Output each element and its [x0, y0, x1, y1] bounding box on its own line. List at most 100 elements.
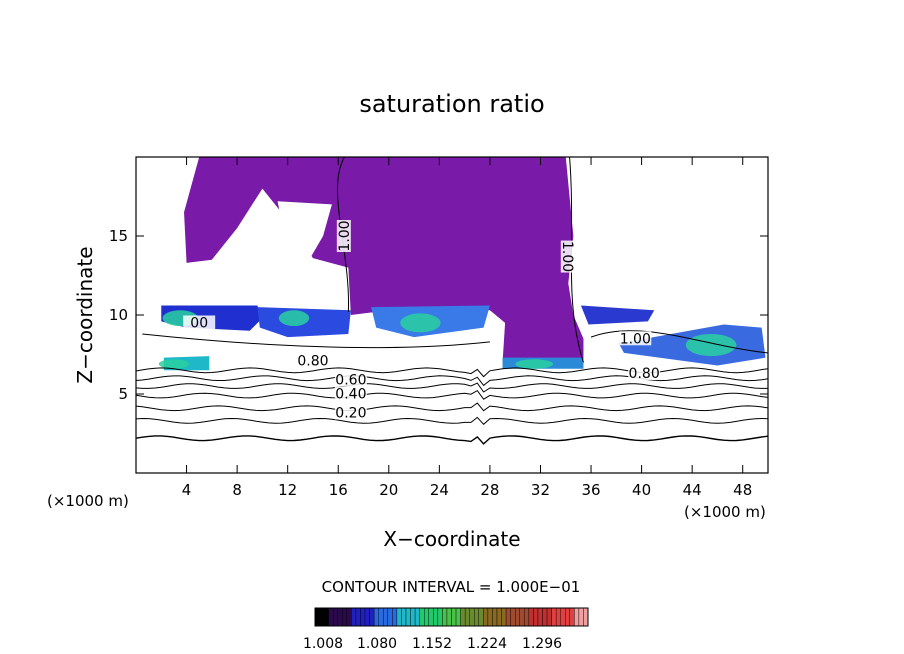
clear-hole — [277, 201, 332, 271]
colorbar — [314, 607, 589, 627]
cloud-highlight — [158, 359, 190, 369]
colorbar-cell — [387, 607, 393, 627]
colorbar-cell — [464, 607, 470, 627]
colorbar-cell — [355, 607, 361, 627]
contour-label: 0.80 — [297, 353, 328, 369]
colorbar-tick-label: 1.296 — [522, 636, 562, 652]
contour-label-bg — [560, 240, 575, 273]
colorbar-cell — [565, 607, 571, 627]
contour-line — [135, 416, 769, 425]
contour-label: 0.80 — [629, 366, 660, 382]
x-tick-label: 44 — [683, 481, 702, 499]
colorbar-cell — [474, 607, 480, 627]
x-tick-label: 32 — [531, 481, 550, 499]
contour-line — [135, 435, 769, 445]
contour-label: 0.60 — [335, 372, 366, 388]
colorbar-cell — [333, 607, 338, 627]
colorbar-cell — [424, 607, 429, 627]
contour-line — [135, 367, 769, 378]
colorbar-cell — [515, 607, 520, 627]
contour-label-bg — [334, 386, 367, 401]
colorbar-cell — [323, 607, 329, 627]
contour-line — [135, 389, 769, 400]
colorbar-cell — [555, 607, 561, 627]
colorbar-frame — [314, 607, 589, 627]
cloud-highlight — [685, 333, 737, 357]
contour-label: 0.20 — [335, 406, 366, 422]
contour-label: 0.40 — [335, 387, 366, 403]
colorbar-cell — [405, 607, 411, 627]
contour-label: 1.00 — [337, 220, 353, 251]
colorbar-cell — [392, 607, 398, 627]
colorbar-cell — [373, 607, 379, 627]
contour-label-bg — [296, 353, 329, 368]
colorbar-cell — [451, 607, 457, 627]
colorbar-cell — [396, 607, 402, 627]
colorbar-cell — [360, 607, 366, 627]
colorbar-cell — [346, 607, 352, 627]
colorbar-ticks: 1.008 1.080 1.152 1.224 1.296 — [303, 636, 562, 652]
contour-label-bg — [336, 220, 351, 252]
x-tick-label: 20 — [379, 481, 398, 499]
colorbar-cell — [578, 607, 584, 627]
cloud-highlight — [400, 313, 441, 333]
colorbar-cell — [574, 607, 580, 627]
colorbar-cell — [469, 607, 475, 627]
colorbar-cell — [442, 607, 448, 627]
colorbar-cell — [551, 607, 557, 627]
colorbar-cell — [319, 607, 325, 627]
cloud-region — [184, 157, 584, 363]
colorbar-cell — [428, 607, 434, 627]
contour-label-bg — [619, 331, 652, 346]
x-tick-label: 40 — [632, 481, 651, 499]
colorbar-cell — [560, 607, 566, 627]
x-unit-right: (×1000 m) — [684, 503, 766, 521]
cloud-highlight — [515, 359, 554, 369]
colorbar-cell — [510, 607, 516, 627]
y-axis: 5 10 15 — [109, 227, 768, 403]
colorbar-tick-label: 1.008 — [303, 636, 343, 652]
colorbar-cell — [569, 607, 575, 627]
contour-line — [135, 382, 768, 393]
y-tick-label: 5 — [118, 385, 128, 403]
colorbar-cell — [378, 607, 384, 627]
colorbar-cell — [351, 607, 357, 627]
chart-title: saturation ratio — [359, 90, 544, 118]
contour-line — [590, 330, 769, 354]
colorbar-cell — [505, 607, 511, 627]
colorbar-cell — [546, 607, 552, 627]
colorbar-cell — [528, 607, 534, 627]
colorbar-tick-label: 1.080 — [357, 636, 397, 652]
colorbar-tick-label: 1.224 — [467, 636, 507, 652]
cloud-band — [580, 305, 655, 325]
contour-interval-label: CONTOUR INTERVAL = 1.000E−01 — [322, 578, 581, 596]
x-unit-left: (×1000 m) — [47, 492, 129, 510]
x-tick-label: 36 — [581, 481, 600, 499]
contour-labels: 1.00 1.00 0.80 0.600.40 0.20 0.80 1.00 00 — [183, 220, 661, 422]
contour-label: 00 — [190, 315, 208, 331]
colorbar-cell — [483, 607, 489, 627]
colorbar-tick-label: 1.152 — [412, 636, 452, 652]
colorbar-cell — [446, 607, 452, 627]
colorbar-cell — [496, 607, 502, 627]
colorbar-cell — [401, 607, 407, 627]
colorbar-cell — [478, 607, 484, 627]
colorbar-cell — [501, 607, 507, 627]
colorbar-cell — [410, 607, 416, 627]
colorbar-cell — [537, 607, 543, 627]
contour-line — [135, 402, 769, 412]
cloud-highlight — [278, 310, 310, 327]
colorbar-cell — [487, 607, 493, 627]
saturation-field — [158, 157, 766, 371]
colorbar-cell — [314, 607, 320, 627]
x-tick-label: 8 — [232, 481, 242, 499]
contour-label: 1.00 — [559, 241, 575, 272]
colorbar-cell — [364, 607, 370, 627]
colorbar-cell — [583, 607, 589, 627]
contour-label: 1.00 — [620, 331, 651, 347]
colorbar-cell — [342, 607, 348, 627]
colorbar-cell — [524, 607, 530, 627]
y-tick-label: 10 — [109, 306, 128, 324]
contour-line — [142, 333, 490, 349]
contour-lines — [135, 156, 769, 445]
